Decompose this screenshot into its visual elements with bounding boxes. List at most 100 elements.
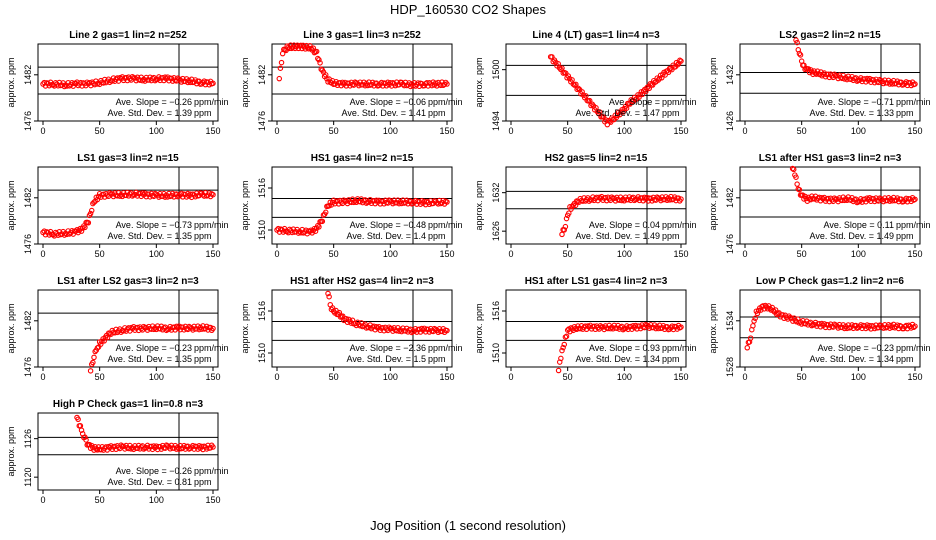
data-point [586,97,593,104]
x-tick-label: 0 [742,249,747,259]
std-unit: ppm [662,231,680,241]
x-tick-label: 100 [851,126,866,136]
x-tick-label: 50 [95,495,105,505]
x-tick-label: 50 [95,126,105,136]
data-point [210,325,216,332]
data-point [210,191,216,198]
y-tick-label: 1626 [491,221,501,241]
data-point [324,76,330,82]
slope-unit: ppm/min [194,466,229,476]
std-unit: ppm [194,108,212,118]
data-point [396,328,402,334]
x-tick-label: 50 [797,372,807,382]
x-tick-label: 0 [742,372,747,382]
y-tick-label: 1476 [23,234,33,254]
subplot-title: LS1 after LS2 gas=3 lin=2 n=3 [57,276,199,287]
data-point [839,75,845,82]
plot-frame [739,43,921,122]
y-tick-label: 1482 [257,65,267,85]
data-point [114,75,121,81]
data-point [798,321,805,327]
std-annotation: Ave. Std. Dev. = 1.49 [810,231,894,241]
data-point [46,232,53,238]
data-point [636,94,642,100]
data-point [575,85,582,92]
data-point [117,193,123,199]
std-annotation: Ave. Std. Dev. = 1.47 [576,108,660,118]
y-tick-label: 1120 [23,467,33,486]
std-annotation: Ave. Std. Dev. = 1.35 [108,354,192,364]
slope-unit: ppm/min [194,97,229,107]
data-point [751,318,757,324]
plot-frame [505,43,687,122]
slope-unit: ppm/min [896,97,931,107]
data-point [277,65,284,71]
data-point [620,109,626,115]
data-point [83,437,89,443]
data-point [90,359,96,366]
y-axis-label: approx. ppm [708,57,718,107]
data-point [353,322,360,329]
x-tick-label: 100 [149,372,164,382]
data-point [125,325,132,331]
data-point [316,57,322,63]
data-point [210,80,216,87]
x-tick-label: 50 [563,249,573,259]
data-point [326,293,332,300]
std-annotation: Ave. Std. Dev. = 1.4 [347,231,426,241]
data-point [793,174,799,180]
data-point [561,227,568,233]
data-point [583,93,589,99]
data-point [87,368,94,374]
data-point [210,444,216,450]
x-tick-label: 0 [508,372,513,382]
data-point [794,39,800,46]
slope-unit: ppm/min [662,220,697,230]
subplot-title: HS1 after LS1 gas=4 lin=2 n=3 [525,276,668,287]
x-tick-label: 150 [673,372,688,382]
x-tick-label: 100 [383,249,398,259]
data-point [750,323,756,329]
y-axis-label: approx. ppm [6,303,16,353]
data-point [315,222,321,229]
data-point [744,344,751,351]
data-point [623,105,630,111]
data-point [366,324,372,331]
data-point [348,320,355,326]
x-tick-label: 150 [907,372,922,382]
x-tick-label: 50 [329,126,339,136]
plot-frame [739,289,921,368]
data-point [796,186,803,193]
subplot: High P Check gas=1 lin=0.8 n=3 0 50 100 150 1… [6,399,229,505]
slope-unit: ppm/min [896,220,931,230]
data-point [597,109,603,115]
std-annotation: Ave. Std. Dev. = 1.5 [347,354,426,364]
data-point [82,224,88,231]
data-point [94,447,101,453]
y-tick-label: 1494 [491,111,501,131]
data-point [754,310,761,317]
y-axis-label: approx. ppm [240,180,250,230]
slope-annotation: Ave. Slope = 0.93 [589,343,660,353]
x-tick-label: 150 [439,126,454,136]
y-tick-label: 1510 [257,343,267,363]
y-tick-label: 1534 [725,311,735,331]
subplot-title: High P Check gas=1 lin=0.8 n=3 [53,399,204,410]
x-tick-label: 100 [617,126,632,136]
plot-frame [37,412,219,491]
data-point [790,318,796,324]
x-tick-label: 100 [383,126,398,136]
x-tick-label: 100 [149,249,164,259]
data-point [912,196,918,203]
plot-frame [271,43,453,122]
y-tick-label: 1516 [257,178,267,198]
slope-unit: ppm/min [662,97,697,107]
x-tick-label: 100 [617,249,632,259]
x-tick-label: 0 [274,126,279,136]
subplot-title: LS1 gas=3 lin=2 n=15 [77,153,179,164]
std-annotation: Ave. Std. Dev. = 1.33 [810,108,894,118]
y-axis-label: approx. ppm [474,57,484,107]
data-point [789,165,796,172]
plot-frame [739,166,921,245]
subplot-title: Low P Check gas=1.2 lin=2 n=6 [756,276,904,287]
